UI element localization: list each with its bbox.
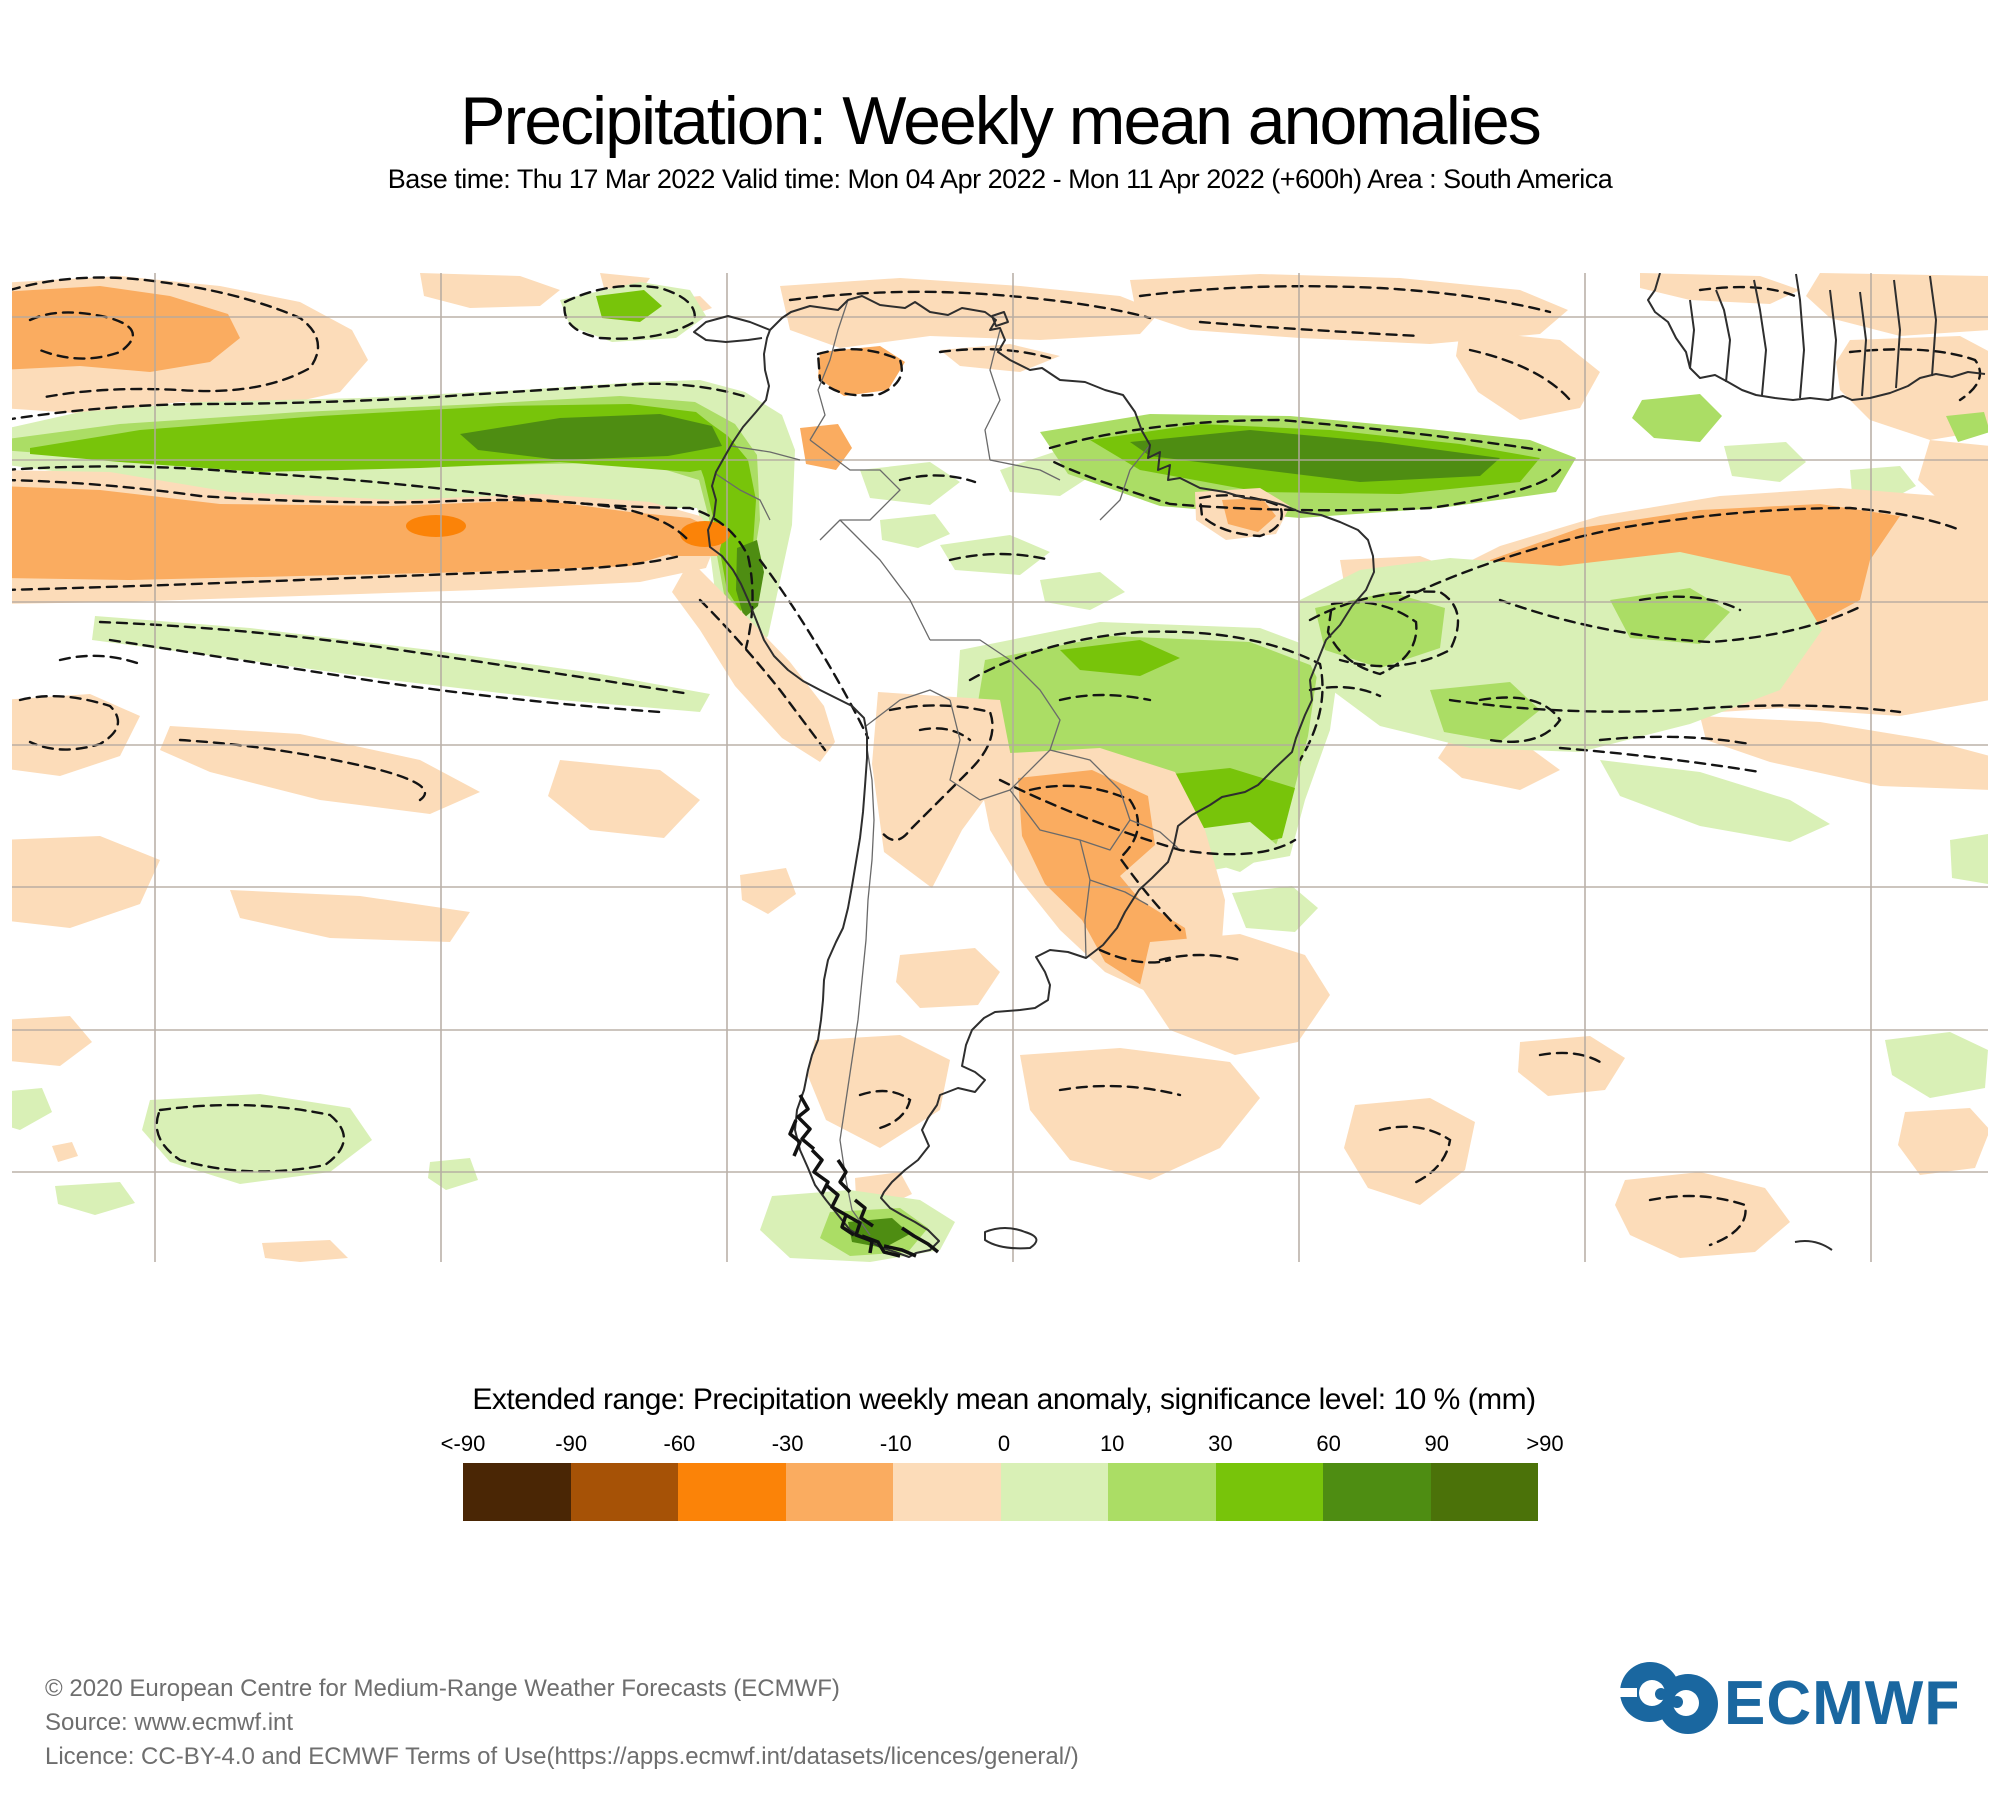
source-line: Source: www.ecmwf.int (45, 1709, 294, 1736)
graticule (12, 273, 1988, 1262)
coastlines (693, 273, 1986, 1258)
legend-tick: 30 (1208, 1431, 1233, 1456)
legend-swatch (570, 1463, 678, 1521)
significance-contours (12, 276, 1982, 1247)
legend-swatch (893, 1463, 1001, 1521)
licence-line: Licence: CC-BY-4.0 and ECMWF Terms of Us… (45, 1743, 1079, 1770)
legend-colorbar (463, 1463, 1538, 1521)
base-valid-time-subtitle: Base time: Thu 17 Mar 2022 Valid time: M… (387, 164, 1613, 194)
legend-tick-labels: <-90 -90 -60 -30 -10 0 10 30 60 90 >90 (441, 1431, 1564, 1461)
copyright-line: © 2020 European Centre for Medium-Range … (45, 1675, 840, 1702)
ecmwf-logo-text: ECMWF (1724, 1669, 1957, 1738)
ecmwf-logo: ECMWF (1612, 1662, 1957, 1738)
legend-tick: 10 (1099, 1431, 1125, 1456)
legend-swatch (463, 1463, 571, 1521)
legend-swatch (1430, 1463, 1538, 1521)
legend-swatch (1108, 1463, 1216, 1521)
legend-tick: -90 (555, 1431, 588, 1456)
legend-swatch (1215, 1463, 1323, 1521)
legend: Extended range: Precipitation weekly mea… (441, 1383, 1564, 1521)
anomaly-fields (12, 273, 1988, 1262)
legend-tick: -30 (771, 1431, 804, 1456)
legend-title: Extended range: Precipitation weekly mea… (472, 1383, 1536, 1416)
legend-tick: 90 (1424, 1431, 1450, 1456)
legend-swatch (678, 1463, 786, 1521)
footer: © 2020 European Centre for Medium-Range … (45, 1672, 1079, 1774)
legend-tick: <-90 (440, 1431, 486, 1456)
legend-tick: >90 (1526, 1431, 1564, 1456)
legend-tick: -10 (879, 1431, 912, 1456)
country-borders (715, 299, 1179, 1236)
legend-swatch (1000, 1463, 1108, 1521)
legend-swatch (1323, 1463, 1431, 1521)
ecmwf-logo-mark (1612, 1662, 1718, 1734)
legend-tick: 60 (1316, 1431, 1341, 1456)
legend-tick: 0 (997, 1431, 1011, 1456)
legend-swatch (785, 1463, 893, 1521)
page-title: Precipitation: Weekly mean anomalies (460, 82, 1542, 159)
legend-tick: -60 (663, 1431, 696, 1456)
fjord-relief (788, 1094, 940, 1258)
